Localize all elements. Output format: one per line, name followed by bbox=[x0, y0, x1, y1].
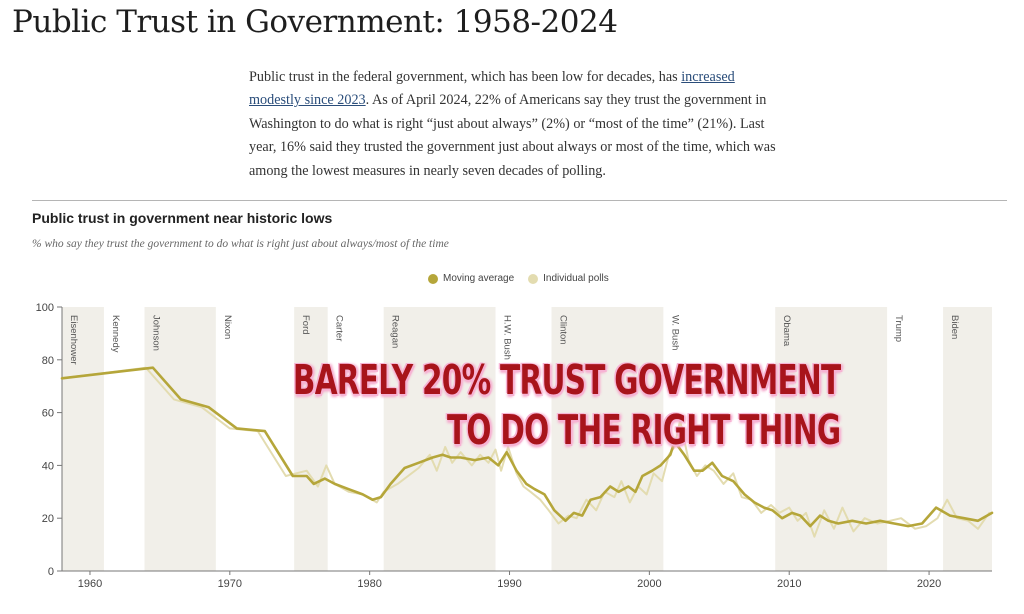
trust-line-chart: Eisenhower Kennedy Johnson Nixon Ford Carter R… bbox=[36, 302, 994, 590]
y-tick-label-0: 0 bbox=[48, 566, 54, 578]
president-label-trump: Trump bbox=[893, 315, 904, 342]
legend-item-moving-average: Moving average bbox=[428, 273, 514, 284]
x-tick-label-1990: 1990 bbox=[497, 578, 521, 590]
chart-title: Public trust in government near historic… bbox=[32, 210, 333, 226]
page-title: Public Trust in Government: 1958-2024 bbox=[12, 4, 618, 40]
series-line-moving-average bbox=[60, 366, 994, 528]
president-label-h-w-bush: H.W. Bush bbox=[502, 315, 513, 360]
president-label-reagan: Reagan bbox=[390, 315, 401, 348]
president-band-biden bbox=[943, 307, 992, 571]
legend-label-moving-average: Moving average bbox=[443, 273, 515, 284]
y-tick-label-60: 60 bbox=[42, 408, 54, 420]
president-label-eisenhower: Eisenhower bbox=[68, 315, 79, 365]
president-label-nixon: Nixon bbox=[222, 315, 233, 339]
president-band-eisenhower bbox=[62, 307, 104, 571]
section-divider bbox=[32, 200, 1007, 201]
intro-text-1: Public trust in the federal government, … bbox=[249, 69, 682, 85]
y-tick-label-80: 80 bbox=[42, 355, 54, 367]
legend-swatch-moving-average bbox=[428, 273, 438, 284]
y-tick-label-20: 20 bbox=[42, 513, 54, 525]
legend-item-individual-polls: Individual polls bbox=[528, 273, 609, 284]
series-line-individual-polls bbox=[61, 366, 991, 538]
overlay-headline-line-1: BARELY 20% TRUST GOVERNMENT bbox=[292, 356, 841, 404]
legend-swatch-individual-polls bbox=[528, 273, 539, 284]
intro-paragraph: Public trust in the federal government, … bbox=[249, 66, 789, 183]
president-band-ford bbox=[294, 307, 328, 571]
president-label-ford: Ford bbox=[300, 315, 311, 335]
y-tick-label-100: 100 bbox=[36, 302, 54, 314]
x-tick-label-1970: 1970 bbox=[218, 578, 242, 590]
president-band-clinton bbox=[551, 307, 664, 571]
chart-subtitle: % who say they trust the government to d… bbox=[32, 238, 449, 250]
x-tick-label-1960: 1960 bbox=[78, 578, 102, 590]
president-label-clinton: Clinton bbox=[557, 315, 568, 345]
chart-legend: Moving average Individual polls bbox=[428, 273, 609, 284]
president-band-johnson bbox=[144, 307, 216, 571]
x-tick-label-2000: 2000 bbox=[637, 578, 661, 590]
intro-link[interactable]: increased modestly since 2023 bbox=[249, 69, 735, 109]
y-tick-label-40: 40 bbox=[42, 460, 54, 472]
x-tick-label-1980: 1980 bbox=[357, 578, 381, 590]
president-label-carter: Carter bbox=[334, 315, 345, 341]
president-label-biden: Biden bbox=[949, 315, 960, 339]
legend-label-individual-polls: Individual polls bbox=[543, 273, 609, 284]
president-band-reagan bbox=[383, 307, 496, 571]
president-band-obama bbox=[775, 307, 888, 571]
president-label-johnson: Johnson bbox=[151, 315, 162, 351]
intro-text-2: . As of April 2024, 22% of Americans say… bbox=[249, 92, 776, 179]
president-label-w-bush: W. Bush bbox=[669, 315, 680, 350]
president-label-kennedy: Kennedy bbox=[110, 315, 121, 353]
overlay-headline-line-2: TO DO THE RIGHT THING bbox=[446, 406, 841, 454]
x-tick-label-2020: 2020 bbox=[917, 578, 941, 590]
x-tick-label-2010: 2010 bbox=[777, 578, 801, 590]
president-label-obama: Obama bbox=[781, 315, 792, 347]
